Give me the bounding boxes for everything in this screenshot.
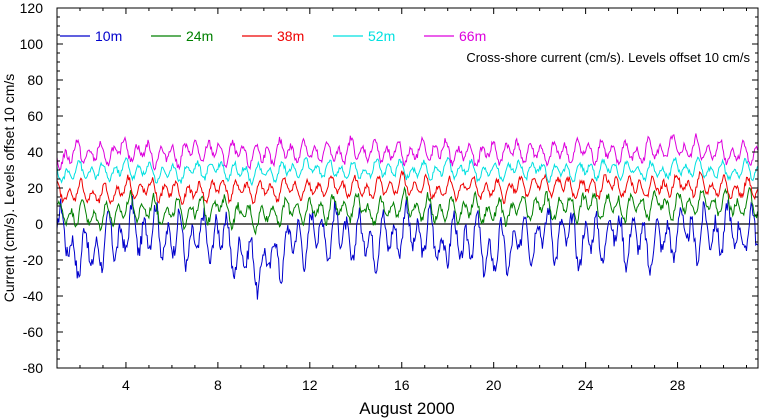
y-tick-label: 120 [20, 0, 44, 16]
axes: -80 -60 -40 -20 0 20 40 60 80 100 120 4 8 12 16 20 24 28 [20, 0, 759, 393]
y-axis-label: Current (cm/s). Levels offset 10 cm/s [1, 74, 17, 302]
plot-area [57, 133, 758, 300]
x-tick-label: 8 [214, 377, 222, 393]
y-tick-label: -60 [23, 324, 43, 340]
series-line-66m [57, 133, 758, 171]
series-line-52m [57, 156, 758, 187]
legend-label-38m: 38m [277, 28, 304, 44]
y-tick-label: 0 [35, 216, 43, 232]
legend-label-66m: 66m [459, 28, 486, 44]
x-tick-label: 12 [302, 377, 318, 393]
x-tick-label: 16 [394, 377, 410, 393]
x-tick-label: 4 [122, 377, 130, 393]
series-line-10m [57, 195, 758, 300]
x-axis-label: August 2000 [359, 399, 454, 418]
legend-label-24m: 24m [186, 28, 213, 44]
series-line-24m [57, 185, 758, 236]
y-tick-label: 60 [27, 108, 43, 124]
y-tick-label: -20 [23, 252, 43, 268]
series-line-38m [57, 170, 758, 206]
legend-label-52m: 52m [368, 28, 395, 44]
x-tick-label: 28 [670, 377, 686, 393]
y-tick-label: 40 [27, 144, 43, 160]
y-tick-label: -80 [23, 360, 43, 376]
x-tick-label: 20 [486, 377, 502, 393]
chart-annotation: Cross-shore current (cm/s). Levels offse… [466, 50, 750, 65]
legend: 10m 24m 38m 52m 66m [60, 28, 486, 44]
legend-label-10m: 10m [95, 28, 122, 44]
y-tick-label: -40 [23, 288, 43, 304]
y-tick-label: 100 [20, 36, 44, 52]
y-tick-label: 80 [27, 72, 43, 88]
y-tick-label: 20 [27, 180, 43, 196]
x-tick-label: 24 [578, 377, 594, 393]
